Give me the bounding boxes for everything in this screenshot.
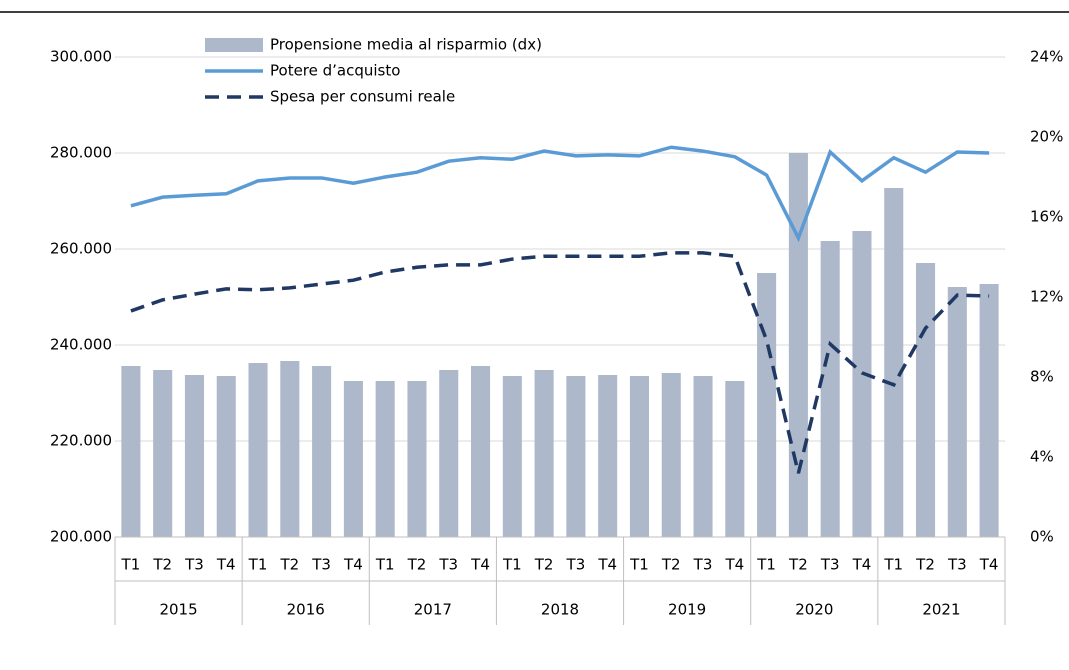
bar <box>884 188 904 537</box>
bar <box>788 153 808 537</box>
bar <box>439 370 459 537</box>
bar <box>566 376 586 537</box>
y2-tick-label: 4% <box>1030 448 1054 466</box>
x-tick-label: T1 <box>248 556 268 574</box>
y-tick-label: 220.000 <box>50 432 112 450</box>
y2-tick-label: 24% <box>1030 48 1063 66</box>
x-tick-label: T3 <box>566 556 586 574</box>
y-tick-label: 240.000 <box>50 336 112 354</box>
x-tick-label: T1 <box>883 556 903 574</box>
y-tick-label: 200.000 <box>50 528 112 546</box>
bar <box>407 381 427 537</box>
bar <box>280 361 300 537</box>
group-label: 2016 <box>287 601 325 619</box>
x-tick-label: T1 <box>121 556 141 574</box>
x-tick-label: T3 <box>438 556 458 574</box>
series-line <box>130 145 990 243</box>
bar <box>820 241 840 537</box>
y-tick-label: 280.000 <box>50 144 112 162</box>
x-tick-label: T4 <box>724 556 744 574</box>
group-label: 2020 <box>795 601 833 619</box>
bar <box>216 376 236 537</box>
bar <box>502 376 522 537</box>
x-tick-label: T2 <box>152 556 172 574</box>
bar <box>757 273 777 537</box>
bar <box>312 366 332 537</box>
y2-tick-label: 8% <box>1030 368 1054 386</box>
x-tick-label: T2 <box>279 556 299 574</box>
x-tick-label: T2 <box>407 556 427 574</box>
legend-label: Spesa per consumi reale <box>270 88 455 106</box>
y2-tick-label: 12% <box>1030 288 1063 306</box>
group-label: 2019 <box>668 601 706 619</box>
x-tick-label: T1 <box>756 556 776 574</box>
x-tick-label: T2 <box>915 556 935 574</box>
x-tick-label: T4 <box>597 556 617 574</box>
bar <box>534 370 554 537</box>
bar <box>471 366 491 537</box>
bar <box>375 381 395 537</box>
x-tick-label: T4 <box>343 556 363 574</box>
y2-tick-label: 20% <box>1030 128 1063 146</box>
x-tick-label: T1 <box>502 556 522 574</box>
x-tick-label: T4 <box>470 556 490 574</box>
bar <box>916 263 936 537</box>
bar <box>693 376 713 537</box>
bar <box>184 375 204 537</box>
bar <box>343 381 363 537</box>
legend-label: Propensione media al risparmio (dx) <box>270 36 542 54</box>
group-label: 2018 <box>541 601 579 619</box>
bar <box>725 381 745 537</box>
x-tick-label: T4 <box>216 556 236 574</box>
x-tick-label: T1 <box>629 556 649 574</box>
x-tick-label: T3 <box>184 556 204 574</box>
series-line <box>130 251 990 474</box>
bar <box>852 231 872 537</box>
group-label: 2015 <box>159 601 197 619</box>
x-tick-label: T3 <box>947 556 967 574</box>
y-tick-label: 260.000 <box>50 240 112 258</box>
group-label: 2021 <box>922 601 960 619</box>
x-tick-label: T2 <box>661 556 681 574</box>
x-tick-label: T3 <box>693 556 713 574</box>
x-tick-label: T4 <box>979 556 999 574</box>
x-tick-label: T2 <box>788 556 808 574</box>
y-tick-label: 300.000 <box>50 48 112 66</box>
bar <box>629 376 649 537</box>
bar <box>979 284 999 537</box>
legend-swatch <box>205 38 263 52</box>
x-tick-label: T3 <box>820 556 840 574</box>
bar <box>661 373 681 537</box>
bar <box>598 375 618 537</box>
x-tick-label: T2 <box>534 556 554 574</box>
y2-tick-label: 16% <box>1030 208 1063 226</box>
bar <box>153 370 173 537</box>
x-tick-label: T1 <box>375 556 395 574</box>
bar <box>121 366 141 537</box>
y2-tick-label: 0% <box>1030 528 1054 546</box>
group-label: 2017 <box>414 601 452 619</box>
bar <box>947 287 967 537</box>
x-tick-label: T3 <box>311 556 331 574</box>
x-tick-label: T4 <box>852 556 872 574</box>
legend-label: Potere d’acquisto <box>270 62 400 80</box>
bar <box>248 363 268 537</box>
